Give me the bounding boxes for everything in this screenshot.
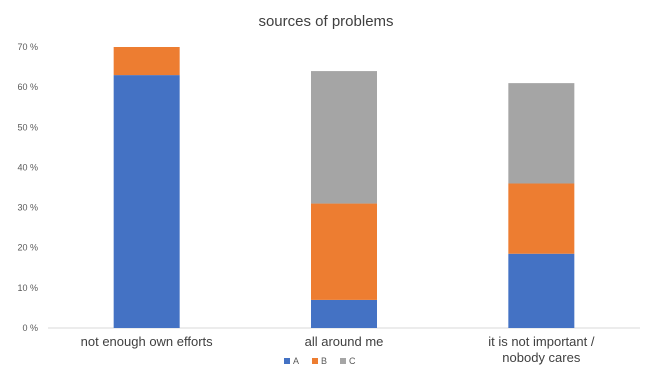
legend-swatch-b [312, 358, 318, 364]
y-tick-label: 70 % [17, 42, 38, 52]
bars [113, 47, 575, 328]
bar-segment-b-0 [113, 47, 180, 76]
bar-segment-b-2 [508, 183, 575, 254]
y-tick-label: 0 % [22, 323, 38, 333]
chart-title: sources of problems [258, 13, 393, 30]
category-label: nobody cares [502, 350, 581, 365]
bar-segment-a-2 [508, 253, 575, 328]
y-tick-label: 20 % [17, 243, 38, 253]
x-axis-labels: not enough own efforts all around me it is… [81, 334, 595, 365]
y-tick-label: 10 % [17, 283, 38, 293]
bar-segment-c-1 [311, 71, 377, 204]
y-tick-label: 30 % [17, 203, 38, 213]
legend: A B C [284, 356, 356, 366]
legend-label-c: C [349, 356, 356, 366]
legend-swatch-a [284, 358, 290, 364]
bar-segment-b-1 [311, 203, 377, 300]
legend-label-b: B [321, 356, 327, 366]
legend-label-a: A [293, 356, 299, 366]
legend-swatch-c [340, 358, 346, 364]
category-label: not enough own efforts [81, 334, 214, 349]
bar-segment-a-0 [113, 75, 180, 328]
y-tick-label: 60 % [17, 82, 38, 92]
y-axis: 0 % 10 % 20 % 30 % 40 % 50 % 60 % 70 % [17, 42, 38, 333]
category-label: it is not important / [488, 334, 595, 349]
category-label: all around me [305, 334, 384, 349]
y-tick-label: 40 % [17, 162, 38, 172]
y-tick-label: 50 % [17, 122, 38, 132]
bar-segment-c-2 [508, 83, 575, 184]
bar-segment-a-1 [311, 299, 377, 328]
